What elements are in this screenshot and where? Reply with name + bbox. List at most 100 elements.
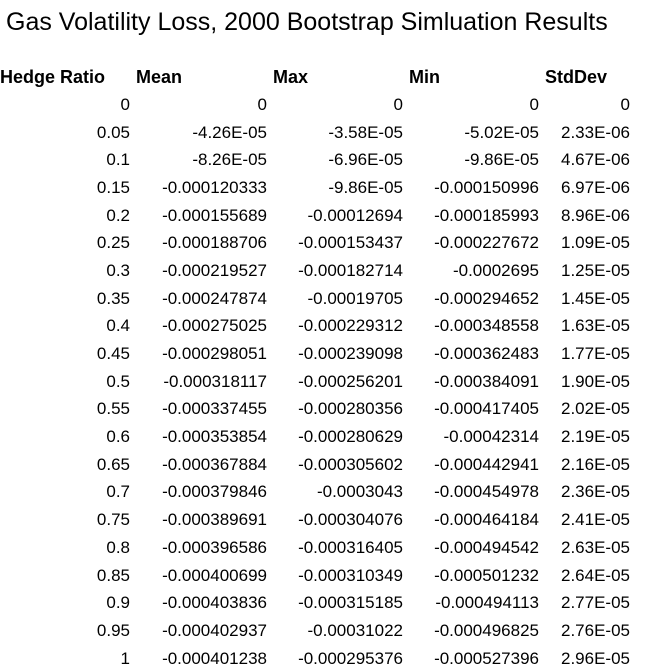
min-cell: -0.000501232 xyxy=(434,565,539,585)
hedge-ratio-cell: 0.4 xyxy=(106,316,130,336)
hedge-ratio-cell: 0.45 xyxy=(96,344,130,364)
max-cell: -0.000310349 xyxy=(298,565,403,585)
stddev-cell: 2.41E-05 xyxy=(561,510,630,530)
stddev-cell: 1.63E-05 xyxy=(561,316,630,336)
stddev-cell: 2.77E-05 xyxy=(561,593,630,613)
stddev-cell: 4.67E-06 xyxy=(561,150,630,170)
table-row: 0.55 -0.000337455 -0.000280356 -0.000417405… xyxy=(0,396,636,424)
max-cell: -0.000256201 xyxy=(298,371,403,391)
mean-cell: -0.000337455 xyxy=(162,399,267,419)
stddev-cell: 2.16E-05 xyxy=(561,454,630,474)
hedge-ratio-cell: 0.05 xyxy=(96,122,130,142)
hedge-ratio-cell: 1 xyxy=(120,648,130,668)
mean-cell: -0.000120333 xyxy=(162,177,267,197)
min-cell: -0.000454978 xyxy=(434,482,539,502)
max-cell: -0.000295376 xyxy=(298,648,403,668)
table-row: 0.75 -0.000389691 -0.000304076 -0.000464184… xyxy=(0,506,636,534)
stddev-cell: 2.19E-05 xyxy=(561,427,630,447)
table-row: 1 -0.000401238 -0.000295376 -0.000527396 2.9… xyxy=(0,645,636,672)
max-cell: -3.58E-05 xyxy=(328,122,403,142)
max-cell: -0.0003043 xyxy=(316,482,403,502)
stddev-cell: 1.90E-05 xyxy=(561,371,630,391)
hedge-ratio-cell: 0.6 xyxy=(106,427,130,447)
mean-cell: -0.000353854 xyxy=(162,427,267,447)
column-header-stddev: StdDev xyxy=(545,66,608,87)
mean-cell: -0.000396586 xyxy=(162,537,267,557)
hedge-ratio-cell: 0.9 xyxy=(106,593,130,613)
table-row: 0.65 -0.000367884 -0.000305602 -0.000442941… xyxy=(0,451,636,479)
table-row: 0.7 -0.000379846 -0.0003043 -0.000454978 2.3… xyxy=(0,479,636,507)
mean-cell: -0.000155689 xyxy=(162,205,267,225)
table-row: 0.9 -0.000403836 -0.000315185 -0.000494113 2… xyxy=(0,589,636,617)
mean-cell: -0.000318117 xyxy=(163,371,267,391)
table-row: 0 0 0 0 0 xyxy=(0,91,636,119)
mean-cell: -0.000367884 xyxy=(162,454,267,474)
min-cell: -0.000494542 xyxy=(434,537,539,557)
mean-cell: 0 xyxy=(257,94,267,114)
hedge-ratio-cell: 0.85 xyxy=(96,565,130,585)
min-cell: -0.00042314 xyxy=(443,427,539,447)
table-row: 0.25 -0.000188706 -0.000153437 -0.000227672… xyxy=(0,229,636,257)
max-cell: -0.000280356 xyxy=(298,399,403,419)
min-cell: 0 xyxy=(529,94,539,114)
max-cell: -0.00019705 xyxy=(307,288,403,308)
table-row: 0.85 -0.000400699 -0.000310349 -0.000501232… xyxy=(0,562,636,590)
stddev-cell: 2.96E-05 xyxy=(561,648,630,668)
mean-cell: -0.000403836 xyxy=(162,593,267,613)
stddev-cell: 6.97E-06 xyxy=(561,177,630,197)
hedge-ratio-cell: 0.55 xyxy=(96,399,130,419)
mean-cell: -8.26E-05 xyxy=(192,150,267,170)
table-row: 0.95 -0.000402937 -0.00031022 -0.000496825 2… xyxy=(0,617,636,645)
mean-cell: -4.26E-05 xyxy=(192,122,267,142)
stddev-cell: 8.96E-06 xyxy=(561,205,630,225)
hedge-ratio-cell: 0.5 xyxy=(106,371,130,391)
max-cell: -0.000239098 xyxy=(298,344,403,364)
table-row: 0.8 -0.000396586 -0.000316405 -0.000494542 2… xyxy=(0,534,636,562)
hedge-ratio-cell: 0.2 xyxy=(106,205,130,225)
min-cell: -0.000496825 xyxy=(434,620,539,640)
page-title: Gas Volatility Loss, 2000 Bootstrap Siml… xyxy=(6,8,608,36)
min-cell: -0.000464184 xyxy=(434,510,539,530)
min-cell: -0.000362483 xyxy=(434,344,539,364)
mean-cell: -0.000389691 xyxy=(162,510,267,530)
mean-cell: -0.000188706 xyxy=(162,233,267,253)
max-cell: -0.000305602 xyxy=(298,454,403,474)
stddev-cell: 2.76E-05 xyxy=(561,620,630,640)
column-header-mean: Mean xyxy=(136,66,183,87)
hedge-ratio-cell: 0.1 xyxy=(106,150,130,170)
stddev-cell: 1.25E-05 xyxy=(561,260,630,280)
max-cell: -0.000229312 xyxy=(298,316,403,336)
table-row: 0.3 -0.000219527 -0.000182714 -0.0002695 1.2… xyxy=(0,257,636,285)
mean-cell: -0.000275025 xyxy=(162,316,267,336)
max-cell: -0.00012694 xyxy=(307,205,403,225)
table-row: 0.15 -0.000120333 -9.86E-05 -0.000150996 6.9… xyxy=(0,174,636,202)
stddev-cell: 0 xyxy=(620,94,630,114)
table-row: 0.2 -0.000155689 -0.00012694 -0.000185993 8.… xyxy=(0,202,636,230)
min-cell: -0.000294652 xyxy=(434,288,539,308)
max-cell: -0.000304076 xyxy=(298,510,403,530)
stddev-cell: 2.02E-05 xyxy=(561,399,630,419)
min-cell: -0.000227672 xyxy=(434,233,539,253)
min-cell: -0.000417405 xyxy=(434,399,539,419)
hedge-ratio-cell: 0.15 xyxy=(96,177,130,197)
table-row: 0.1 -8.26E-05 -6.96E-05 -9.86E-05 4.67E-06 xyxy=(0,146,636,174)
table-row: 0.5 -0.000318117 -0.000256201 -0.000384091 1… xyxy=(0,368,636,396)
mean-cell: -0.000379846 xyxy=(162,482,267,502)
max-cell: -9.86E-05 xyxy=(328,177,403,197)
min-cell: -0.000150996 xyxy=(434,177,539,197)
stddev-cell: 2.64E-05 xyxy=(561,565,630,585)
table-row: 0.4 -0.000275025 -0.000229312 -0.000348558 1… xyxy=(0,313,636,341)
stddev-cell: 1.45E-05 xyxy=(561,288,630,308)
column-header-min: Min xyxy=(409,66,440,87)
hedge-ratio-cell: 0 xyxy=(120,94,130,114)
table-header-row: Hedge Ratio Mean Max Min StdDev xyxy=(0,63,636,91)
table-row: 0.6 -0.000353854 -0.000280629 -0.00042314 2.… xyxy=(0,423,636,451)
max-cell: -0.000182714 xyxy=(298,260,403,280)
hedge-ratio-cell: 0.75 xyxy=(96,510,130,530)
min-cell: -5.02E-05 xyxy=(464,122,539,142)
hedge-ratio-cell: 0.25 xyxy=(96,233,130,253)
stddev-cell: 1.09E-05 xyxy=(561,233,630,253)
hedge-ratio-cell: 0.3 xyxy=(106,260,130,280)
table-row: 0.05 -4.26E-05 -3.58E-05 -5.02E-05 2.33E-06 xyxy=(0,119,636,147)
max-cell: -6.96E-05 xyxy=(328,150,403,170)
